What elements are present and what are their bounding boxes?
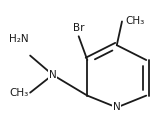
Text: CH₃: CH₃ — [125, 16, 145, 26]
Text: N: N — [49, 70, 57, 80]
Text: Br: Br — [73, 23, 84, 33]
Text: H₂N: H₂N — [9, 34, 29, 44]
Text: N: N — [113, 102, 121, 112]
Text: CH₃: CH₃ — [9, 88, 28, 98]
